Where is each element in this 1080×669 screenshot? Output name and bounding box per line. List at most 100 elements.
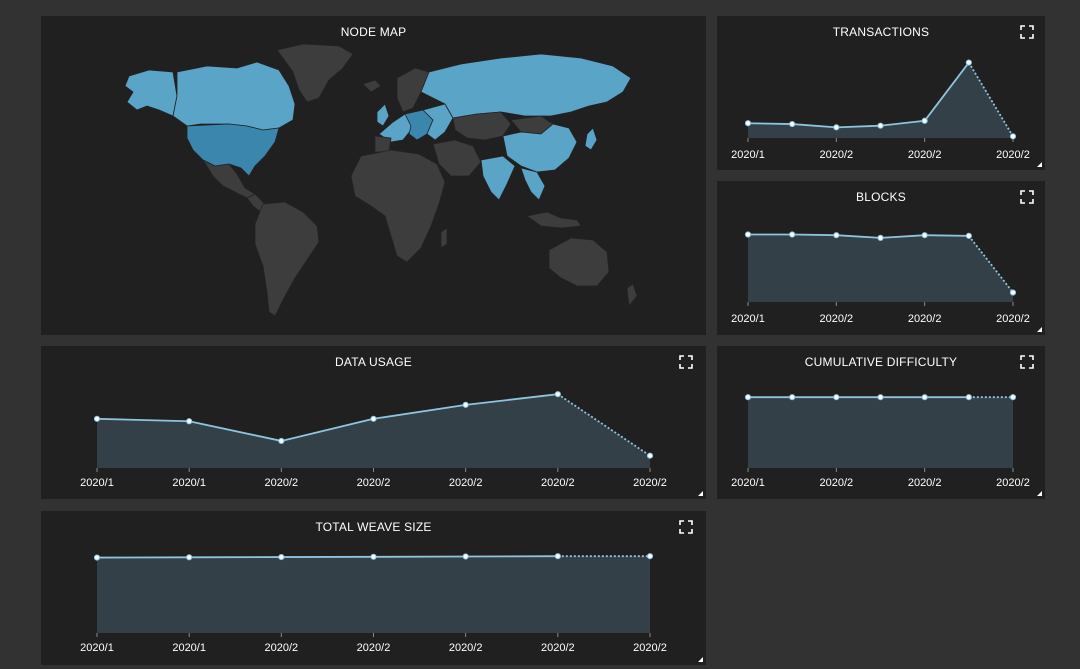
series-line [880, 234, 925, 239]
x-tick-label: 2020/2 [996, 477, 1030, 489]
data-point[interactable] [877, 394, 884, 401]
map-region-madagascar[interactable] [440, 227, 448, 249]
x-tick-label: 2020/1 [80, 642, 114, 654]
series-line [836, 234, 881, 239]
x-tick-label: 2020/1 [731, 149, 765, 161]
x-tick-label: 2020/2 [996, 149, 1030, 161]
map-region-middle-east[interactable] [432, 139, 482, 177]
data-point[interactable] [370, 415, 377, 422]
map-region-russia[interactable] [420, 53, 632, 119]
x-tick-label: 2020/2 [265, 642, 299, 654]
map-region-iberia[interactable] [374, 135, 392, 153]
data-point[interactable] [744, 394, 752, 401]
expand-icon[interactable] [679, 520, 693, 534]
data-point[interactable] [789, 394, 796, 401]
map-region-scandinavia[interactable] [396, 67, 430, 113]
data-point[interactable] [921, 232, 928, 239]
resize-handle-icon[interactable] [1037, 162, 1042, 167]
expand-icon[interactable] [1020, 355, 1034, 369]
data-usage-chart: 2020/1 2020/1 2020/2 2020/2 2020/2 2020/2 2020… [80, 391, 667, 489]
data-point[interactable] [278, 437, 285, 445]
x-tick-label: 2020/2 [357, 477, 391, 489]
map-region-south-america[interactable] [254, 201, 320, 317]
x-tick-label: 2020/2 [908, 313, 942, 325]
total-weave-size-panel: TOTAL WEAVE SIZE 2020/1 2020/1 2020/2 2020/… [41, 511, 706, 665]
map-region-japan[interactable] [584, 127, 598, 151]
expand-icon[interactable] [1020, 190, 1034, 204]
series-line [747, 122, 793, 125]
cumulative-difficulty-chart: 2020/1 2020/2 2020/2 2020/2 [731, 394, 1030, 489]
panel-title: CUMULATIVE DIFFICULTY [804, 355, 958, 369]
map-region-central-asia[interactable] [452, 111, 512, 141]
data-point[interactable] [877, 234, 884, 241]
data-point[interactable] [921, 394, 928, 401]
map-region-iceland[interactable] [362, 79, 382, 93]
series-line [836, 124, 881, 129]
series-line [281, 417, 374, 442]
data-point[interactable] [1009, 133, 1017, 140]
x-tick-label: 2020/2 [541, 477, 575, 489]
map-region-alaska[interactable] [124, 69, 178, 117]
x-tick-label: 2020/1 [731, 313, 765, 325]
resize-handle-icon[interactable] [698, 657, 703, 662]
blocks-panel: BLOCKS 2020/1 2020/2 2020/2 2020/2 [717, 181, 1045, 335]
data-point[interactable] [789, 231, 796, 238]
data-point[interactable] [877, 122, 884, 129]
data-point[interactable] [462, 553, 469, 560]
data-point[interactable] [921, 117, 928, 124]
world-map[interactable] [41, 16, 706, 335]
map-region-china[interactable] [502, 123, 578, 173]
map-region-africa[interactable] [350, 149, 446, 263]
x-tick-label: 2020/2 [357, 642, 391, 654]
data-point[interactable] [744, 120, 752, 127]
map-region-uk[interactable] [376, 103, 390, 127]
map-region-australia[interactable] [548, 237, 610, 287]
x-tick-label: 2020/2 [908, 477, 942, 489]
map-region-india[interactable] [480, 155, 516, 201]
data-point[interactable] [554, 391, 561, 398]
map-region-southeast-asia[interactable] [520, 167, 546, 201]
series-line [792, 123, 837, 129]
data-point[interactable] [554, 553, 561, 560]
data-point[interactable] [1009, 289, 1017, 296]
map-region-indonesia[interactable] [526, 211, 582, 229]
data-point[interactable] [462, 401, 469, 408]
data-point[interactable] [965, 232, 972, 239]
data-point[interactable] [186, 418, 193, 425]
x-tick-label: 2020/2 [265, 477, 299, 489]
data-point[interactable] [1009, 394, 1017, 401]
data-point[interactable] [965, 394, 972, 401]
data-point[interactable] [646, 553, 654, 560]
data-point[interactable] [93, 554, 101, 561]
data-point[interactable] [833, 232, 840, 239]
resize-handle-icon[interactable] [1037, 491, 1042, 496]
data-point[interactable] [93, 415, 101, 422]
data-point[interactable] [646, 452, 654, 459]
data-point[interactable] [833, 394, 840, 401]
map-region-greenland[interactable] [276, 43, 354, 103]
x-tick-label: 2020/2 [996, 313, 1030, 325]
resize-handle-icon[interactable] [698, 491, 703, 496]
data-point[interactable] [789, 120, 796, 128]
data-point[interactable] [833, 124, 840, 131]
resize-handle-icon[interactable] [1037, 327, 1042, 332]
data-point[interactable] [278, 553, 285, 561]
x-tick-label: 2020/2 [633, 642, 667, 654]
x-tick-label: 2020/1 [172, 477, 206, 489]
node-map-panel: NODE MAP [41, 16, 706, 335]
series-line [373, 403, 466, 420]
series-line [96, 417, 190, 423]
data-point[interactable] [186, 554, 193, 561]
map-region-new-zealand[interactable] [626, 283, 638, 307]
x-tick-label: 2020/1 [731, 477, 765, 489]
panel-title: NODE MAP [340, 25, 407, 39]
data-point[interactable] [370, 553, 377, 560]
x-tick-label: 2020/2 [633, 477, 667, 489]
series-line [188, 420, 282, 442]
map-region-canada[interactable] [172, 61, 296, 131]
data-point[interactable] [744, 231, 752, 238]
map-region-usa[interactable] [186, 123, 280, 177]
expand-icon[interactable] [679, 355, 693, 369]
data-point[interactable] [965, 59, 972, 66]
expand-icon[interactable] [1020, 25, 1034, 39]
